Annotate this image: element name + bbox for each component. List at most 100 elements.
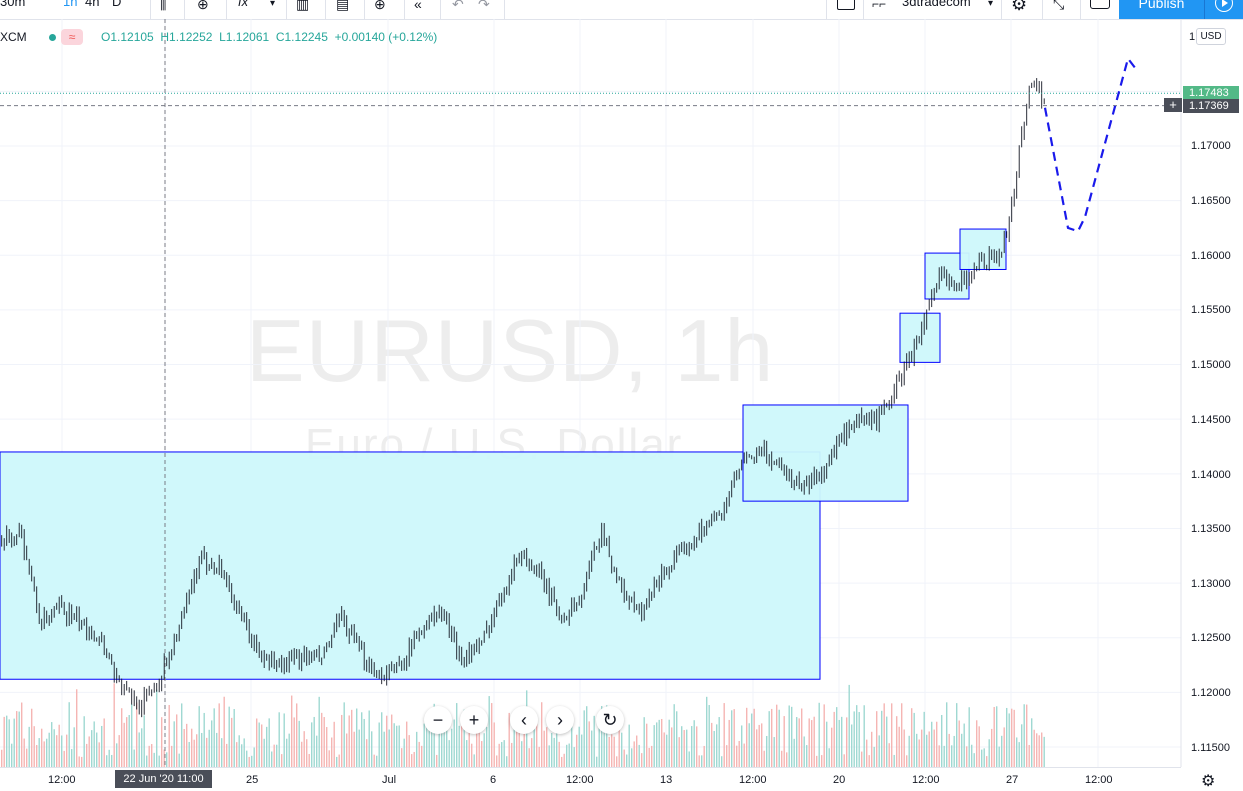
low-value: L1.12061 (219, 30, 270, 44)
layout-icon[interactable]: ⌐⌐ (872, 0, 887, 11)
volume-bar (1021, 724, 1023, 767)
undo-icon[interactable]: ↶ (452, 0, 464, 12)
volume-bar (636, 735, 638, 767)
publish-button[interactable]: Publish (1119, 0, 1204, 19)
volume-bar (151, 744, 153, 767)
indicators-button[interactable]: fx (238, 0, 249, 9)
volume-bar (1011, 708, 1013, 767)
interval-4h[interactable]: 4h (85, 0, 100, 9)
zoom-out-button[interactable]: − (424, 706, 452, 734)
volume-bar (301, 741, 303, 767)
volume-bar (693, 720, 695, 767)
volume-bar (176, 714, 178, 767)
templates-icon[interactable]: ▥ (296, 0, 310, 12)
volume-bar (223, 696, 225, 767)
volume-bar (1001, 735, 1003, 767)
volume-bar (263, 738, 265, 767)
reset-chart-button[interactable]: ↻ (596, 706, 624, 734)
volume-bar (41, 728, 43, 767)
legend-symbol[interactable]: XCM (0, 30, 27, 44)
scroll-right-button[interactable]: › (546, 706, 574, 734)
account-name[interactable]: 3dtradecom (902, 0, 971, 9)
volume-bar (93, 721, 95, 767)
volume-bar (976, 720, 978, 767)
scroll-left-button[interactable]: ‹ (510, 706, 538, 734)
interval-1h[interactable]: 1h (63, 0, 78, 9)
volume-bar (278, 712, 280, 767)
time-tick: Jul (382, 774, 397, 786)
volume-bar (491, 703, 493, 767)
volume-bar (678, 737, 680, 767)
demand-zones (0, 228, 1007, 680)
volume-bar (928, 731, 930, 767)
volume-bar (343, 702, 345, 767)
volume-bar (8, 719, 10, 767)
volume-bar (638, 744, 640, 767)
volume-bar (51, 722, 53, 767)
chevron-down-icon[interactable]: ▾ (270, 0, 276, 9)
volume-bar (531, 738, 533, 767)
redo-icon[interactable]: ↷ (478, 0, 490, 12)
alert-icon[interactable]: ⊕ (374, 0, 386, 12)
toolbar-divider (364, 0, 365, 19)
volume-bar (73, 727, 75, 767)
volume-bar (836, 707, 838, 767)
volume-bar (418, 741, 420, 767)
volume-bar (358, 729, 360, 767)
financials-icon[interactable]: ▤ (336, 0, 350, 12)
volume-bar (291, 695, 293, 767)
volume-bar (886, 716, 888, 767)
add-compare-icon[interactable]: ⊕ (197, 0, 209, 12)
volume-bar (1018, 742, 1020, 767)
volume-bar (583, 710, 585, 767)
volume-bar (803, 736, 805, 767)
volume-bar (551, 733, 553, 767)
replay-icon[interactable]: « (414, 0, 422, 12)
interval-d[interactable]: D (112, 0, 122, 9)
volume-bar (973, 753, 975, 767)
volume-bar (866, 739, 868, 767)
time-tick: 20 (833, 774, 846, 786)
volume-bar (498, 743, 500, 767)
volume-bar (306, 739, 308, 767)
play-icon[interactable] (1204, 0, 1243, 19)
volume-bar (81, 756, 83, 767)
volume-bar (656, 722, 658, 767)
volume-bar (253, 747, 255, 767)
demand-zone (0, 451, 821, 680)
volume-bar (1031, 718, 1033, 767)
volume-bar (681, 726, 683, 767)
volume-bar (628, 724, 630, 767)
expand-icon[interactable]: ⤡ (1053, 0, 1065, 12)
gear-icon[interactable]: ⚙ (1201, 773, 1216, 790)
volume-bar (686, 729, 688, 767)
interval-30m[interactable]: 30m (0, 0, 26, 9)
camera-icon[interactable] (1090, 0, 1110, 9)
chevron-down-icon[interactable]: ▾ (988, 0, 994, 9)
volume-bar (403, 738, 405, 767)
volume-bar (183, 729, 185, 767)
fullscreen-layout-icon[interactable] (837, 0, 855, 10)
volume-bar (1016, 737, 1018, 767)
compare-icon[interactable]: ≈ (61, 29, 83, 45)
volume-bar (143, 715, 145, 767)
currency-badge[interactable]: USD (1196, 28, 1226, 45)
volume-bar (998, 746, 1000, 767)
volume-bar (983, 748, 985, 767)
volume-bar (328, 750, 330, 767)
volume-bar (116, 743, 118, 767)
volume-bar (203, 712, 205, 767)
bar-style-icon[interactable]: ⫼ (160, 0, 167, 12)
volume-bar (716, 724, 718, 767)
price-chart[interactable] (0, 19, 1243, 767)
volume-bar (16, 711, 18, 767)
volume-bar (846, 717, 848, 767)
toolbar-divider (150, 0, 151, 19)
price-tick: 1.12500 (1191, 632, 1231, 644)
volume-bar (166, 752, 168, 767)
zoom-in-button[interactable]: + (460, 706, 488, 734)
volume-bar (466, 740, 468, 767)
volume-bar (731, 710, 733, 767)
gear-icon[interactable]: ⚙ (1011, 0, 1028, 14)
add-alert-plus-icon[interactable]: + (1164, 98, 1182, 112)
